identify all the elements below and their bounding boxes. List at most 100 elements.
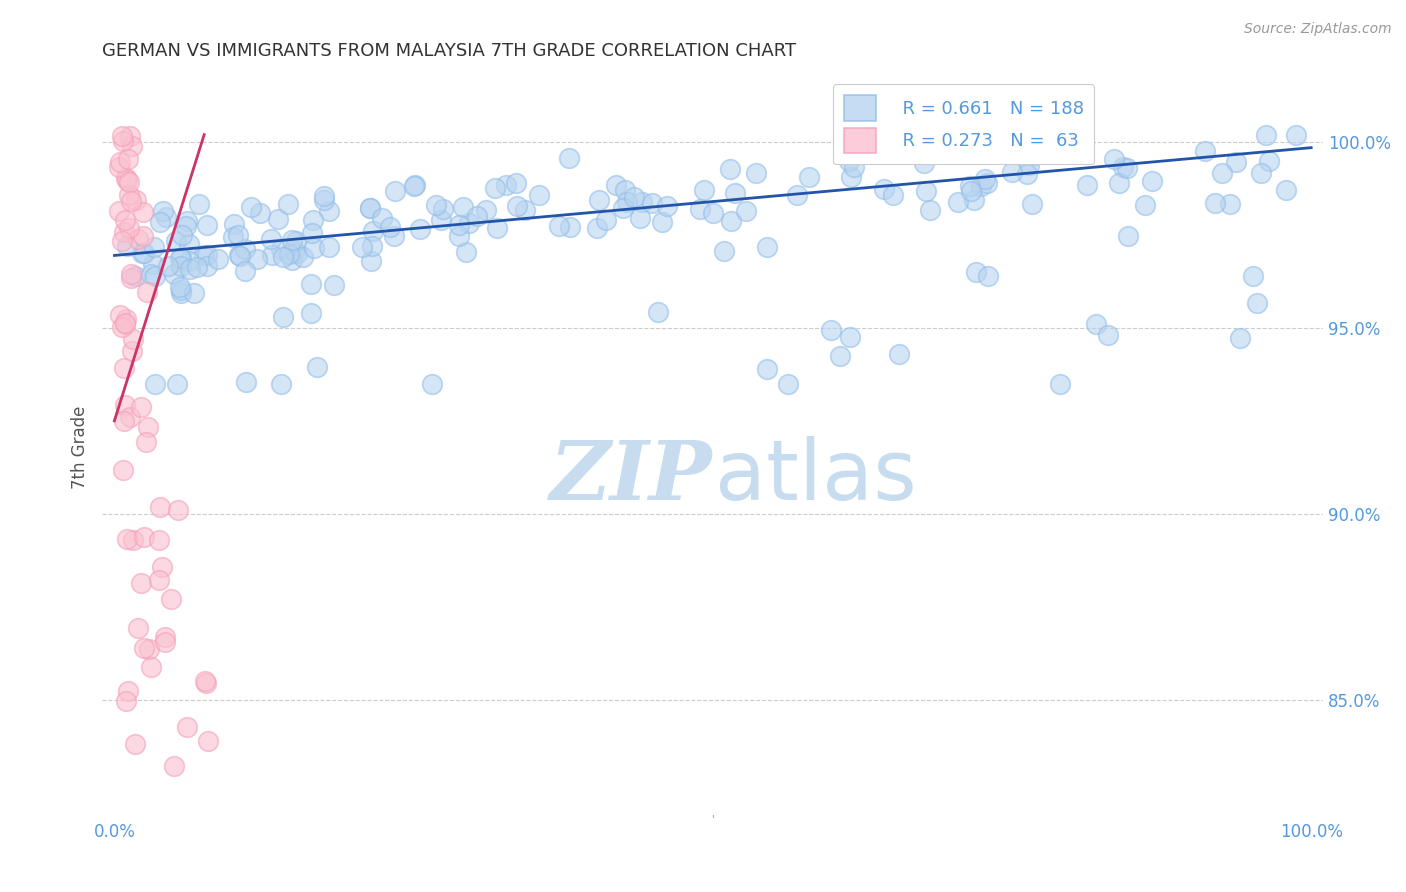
- Text: GERMAN VS IMMIGRANTS FROM MALAYSIA 7TH GRADE CORRELATION CHART: GERMAN VS IMMIGRANTS FROM MALAYSIA 7TH G…: [103, 42, 797, 60]
- Point: [799, 170, 821, 185]
- Point: [266, 211, 288, 226]
- Point: [839, 330, 862, 344]
- Point: [249, 206, 271, 220]
- Point: [1142, 174, 1164, 188]
- Point: [1211, 166, 1233, 180]
- Point: [108, 203, 131, 218]
- Point: [1254, 128, 1277, 142]
- Point: [149, 215, 172, 229]
- Point: [378, 219, 401, 234]
- Point: [270, 243, 292, 257]
- Point: [281, 252, 304, 267]
- Point: [112, 225, 135, 239]
- Point: [382, 228, 405, 243]
- Point: [474, 202, 496, 217]
- Point: [299, 277, 322, 291]
- Point: [1241, 268, 1264, 283]
- Point: [291, 250, 314, 264]
- Point: [1250, 166, 1272, 180]
- Point: [513, 202, 536, 217]
- Point: [131, 575, 153, 590]
- Point: [946, 194, 969, 209]
- Point: [224, 217, 246, 231]
- Point: [605, 178, 627, 193]
- Point: [359, 202, 381, 216]
- Point: [486, 220, 509, 235]
- Point: [188, 197, 211, 211]
- Point: [371, 211, 394, 226]
- Point: [623, 190, 645, 204]
- Point: [828, 350, 851, 364]
- Point: [451, 200, 474, 214]
- Point: [118, 409, 141, 424]
- Point: [170, 283, 193, 297]
- Point: [745, 166, 768, 180]
- Point: [222, 230, 245, 244]
- Point: [657, 199, 679, 213]
- Point: [976, 176, 998, 190]
- Point: [312, 193, 335, 207]
- Point: [1257, 154, 1279, 169]
- Point: [285, 246, 308, 260]
- Point: [195, 219, 218, 233]
- Point: [170, 251, 193, 265]
- Point: [207, 252, 229, 266]
- Point: [270, 376, 292, 391]
- Point: [449, 219, 471, 233]
- Point: [136, 285, 159, 299]
- Point: [1229, 331, 1251, 345]
- Point: [915, 184, 938, 198]
- Point: [165, 234, 187, 248]
- Point: [114, 312, 136, 326]
- Point: [108, 155, 131, 169]
- Point: [299, 306, 322, 320]
- Point: [177, 254, 200, 268]
- Point: [233, 242, 256, 256]
- Point: [169, 251, 191, 265]
- Point: [960, 184, 983, 198]
- Point: [112, 361, 135, 376]
- Point: [166, 503, 188, 517]
- Point: [1275, 183, 1298, 197]
- Point: [1097, 328, 1119, 343]
- Point: [1116, 228, 1139, 243]
- Point: [143, 268, 166, 283]
- Point: [114, 212, 136, 227]
- Point: [186, 260, 208, 275]
- Point: [447, 229, 470, 244]
- Text: ZIP: ZIP: [550, 436, 713, 516]
- Point: [887, 137, 910, 152]
- Point: [1204, 195, 1226, 210]
- Point: [280, 233, 302, 247]
- Point: [1112, 160, 1135, 174]
- Point: [112, 414, 135, 428]
- Point: [170, 285, 193, 300]
- Text: atlas: atlas: [716, 436, 917, 517]
- Point: [318, 240, 340, 254]
- Point: [148, 573, 170, 587]
- Point: [882, 188, 904, 202]
- Point: [176, 219, 198, 234]
- Point: [131, 229, 153, 244]
- Point: [121, 344, 143, 359]
- Point: [277, 197, 299, 211]
- Point: [114, 316, 136, 330]
- Point: [176, 214, 198, 228]
- Point: [613, 183, 636, 197]
- Point: [193, 248, 215, 262]
- Point: [404, 178, 426, 192]
- Point: [1001, 164, 1024, 178]
- Point: [318, 203, 340, 218]
- Point: [127, 232, 149, 246]
- Point: [1053, 139, 1076, 153]
- Point: [1102, 153, 1125, 167]
- Point: [125, 193, 148, 207]
- Point: [132, 246, 155, 260]
- Point: [142, 240, 165, 254]
- Point: [226, 227, 249, 242]
- Point: [114, 694, 136, 708]
- Text: Source: ZipAtlas.com: Source: ZipAtlas.com: [1244, 22, 1392, 37]
- Point: [724, 186, 747, 200]
- Point: [179, 236, 201, 251]
- Point: [1024, 147, 1046, 161]
